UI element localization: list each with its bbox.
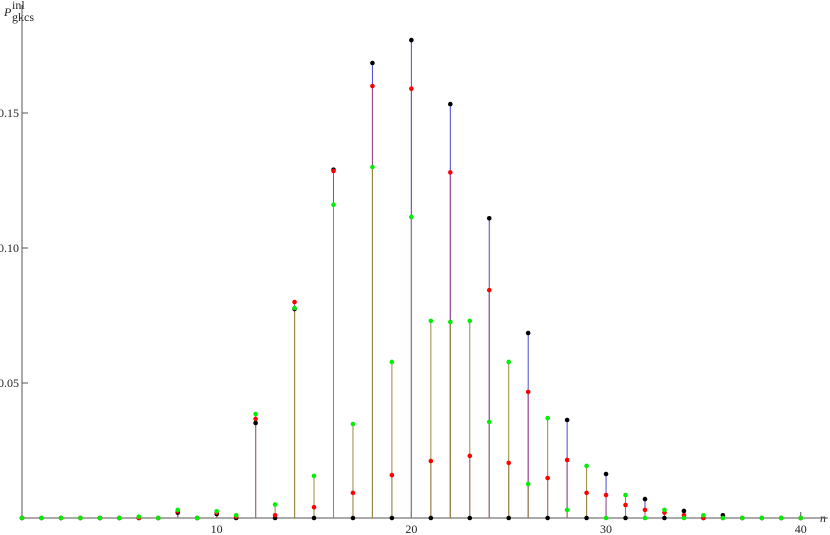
point: [214, 508, 219, 514]
point: [486, 216, 492, 221]
point: [623, 492, 628, 498]
point: [117, 515, 122, 521]
point: [467, 515, 473, 521]
point: [39, 515, 44, 521]
point: [292, 305, 297, 311]
point: [136, 514, 142, 519]
point: [409, 86, 414, 91]
point: [58, 515, 64, 521]
point: [331, 168, 336, 174]
point: [350, 421, 356, 427]
point: [662, 507, 667, 513]
point: [448, 319, 453, 325]
point: [662, 515, 667, 521]
point: [623, 502, 628, 508]
point: [428, 458, 434, 464]
point: [389, 472, 395, 478]
point: [311, 515, 317, 521]
point: [778, 515, 784, 521]
point: [506, 460, 512, 466]
point: [642, 496, 648, 502]
point: [525, 481, 531, 487]
point: [97, 515, 103, 521]
point: [720, 515, 726, 521]
point: [253, 420, 258, 426]
point: [311, 473, 317, 479]
point: [78, 515, 83, 521]
point: [798, 515, 804, 521]
point: [740, 515, 745, 521]
point: [525, 330, 531, 336]
point: [389, 359, 395, 365]
point: [603, 471, 609, 477]
point: [603, 492, 609, 498]
point: [584, 463, 589, 469]
point: [506, 359, 512, 365]
point: [253, 411, 258, 417]
point: [331, 202, 336, 208]
point: [370, 60, 375, 66]
point: [175, 507, 181, 513]
point: [564, 457, 570, 463]
y-axis-label-sub: gkcs: [12, 10, 34, 24]
point: [370, 83, 375, 89]
point: [545, 515, 550, 521]
point: [681, 508, 687, 514]
point: [564, 507, 570, 513]
point: [525, 389, 531, 395]
point: [584, 490, 589, 496]
point: [409, 214, 414, 220]
point: [350, 490, 356, 496]
point: [409, 37, 414, 43]
point: [506, 515, 512, 521]
point: [448, 101, 453, 107]
point: [467, 318, 473, 324]
point: [292, 299, 297, 305]
point: [486, 287, 492, 293]
point: [642, 507, 648, 513]
x-tick-label: 10: [211, 522, 223, 535]
point: [253, 416, 258, 422]
y-tick-label: 0.15: [0, 106, 19, 120]
y-tick-label: 0.05: [0, 376, 19, 390]
point: [272, 513, 278, 518]
point: [428, 515, 434, 521]
point: [272, 502, 278, 507]
point: [233, 513, 239, 518]
point: [681, 515, 687, 521]
point: [350, 515, 356, 521]
point: [545, 415, 550, 421]
point: [389, 515, 395, 521]
point: [545, 475, 550, 481]
point: [486, 419, 492, 425]
point: [19, 515, 25, 521]
point: [155, 515, 161, 521]
x-tick-label: 40: [795, 522, 807, 535]
point: [642, 515, 648, 521]
point: [194, 515, 200, 521]
y-tick-label: 0.10: [0, 241, 19, 255]
y-axis-label: P: [3, 5, 12, 19]
point: [311, 504, 317, 510]
x-tick-label: 20: [405, 522, 417, 535]
x-tick-label: 30: [600, 522, 612, 535]
point: [584, 515, 589, 521]
point: [701, 513, 706, 518]
point: [467, 453, 473, 459]
point: [603, 515, 609, 521]
point: [623, 515, 628, 521]
point: [564, 417, 570, 423]
point: [370, 164, 375, 170]
point: [759, 515, 765, 521]
point: [448, 170, 453, 175]
point: [428, 318, 434, 324]
